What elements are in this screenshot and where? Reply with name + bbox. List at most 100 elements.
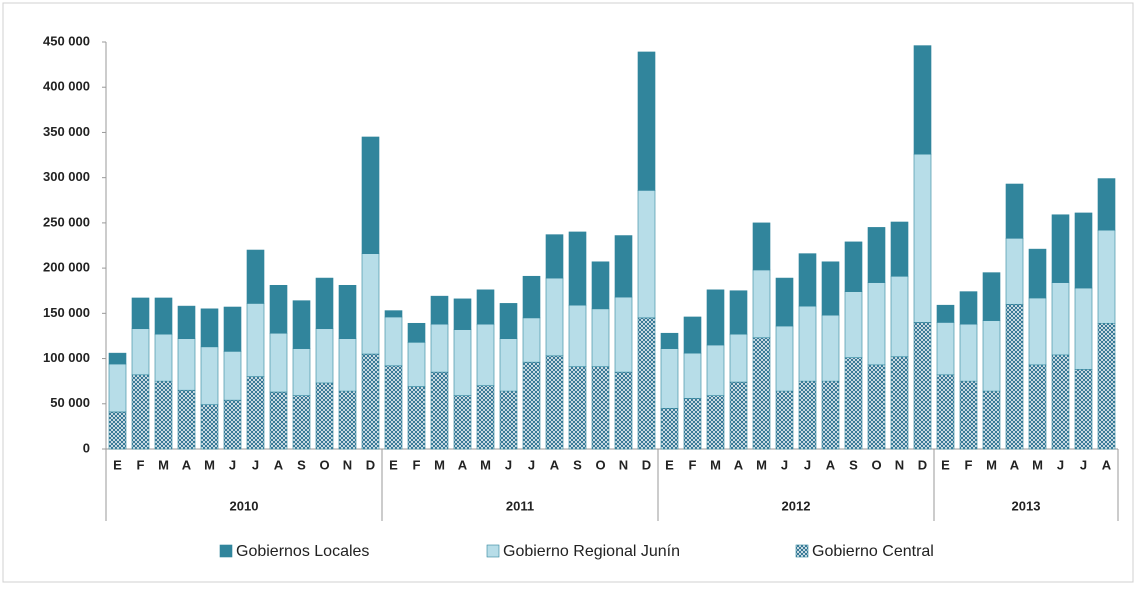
bar-segment — [430, 323, 449, 373]
bar-segment — [223, 306, 242, 352]
x-tick-label: M — [158, 457, 169, 472]
bar-segment — [729, 381, 748, 450]
bar-segment — [982, 320, 1001, 392]
y-tick-label: 150 000 — [43, 305, 90, 320]
bar-segment — [200, 404, 219, 450]
bar-segment — [821, 314, 840, 382]
bar-segment — [338, 390, 357, 450]
bar-segment — [269, 332, 288, 393]
bar-segment — [476, 323, 495, 386]
group-label: 2013 — [1012, 498, 1041, 513]
bar-segment — [522, 317, 541, 363]
bar-segment — [200, 308, 219, 348]
group-label: 2011 — [506, 498, 534, 513]
bar-segment — [1051, 282, 1070, 356]
bar-segment — [246, 303, 265, 377]
bar-segment — [637, 317, 656, 450]
bar-segment — [545, 234, 564, 279]
bar-segment — [706, 344, 725, 396]
bar-segment — [430, 295, 449, 325]
bar-segment — [683, 316, 702, 354]
y-tick-label: 300 000 — [43, 169, 90, 184]
bar-segment — [476, 385, 495, 450]
x-tick-label: J — [804, 457, 811, 472]
bar-segment — [1028, 297, 1047, 366]
bar-segment — [959, 323, 978, 382]
bar-segment — [315, 328, 334, 384]
x-tick-label: N — [619, 457, 628, 472]
bar-segment — [453, 298, 472, 330]
bar-segment — [1097, 178, 1116, 231]
bar-segment — [844, 241, 863, 292]
x-tick-label: E — [389, 457, 398, 472]
x-tick-label: A — [826, 457, 836, 472]
bar-segment — [614, 371, 633, 450]
x-tick-label: O — [871, 457, 881, 472]
bar-segment — [545, 355, 564, 450]
y-tick-label: 0 — [83, 440, 90, 455]
bar-segment — [177, 338, 196, 391]
bar-segment — [154, 333, 173, 382]
bar-segment — [867, 364, 886, 450]
bar-segment — [361, 253, 380, 355]
bar-segment — [683, 398, 702, 450]
x-tick-label: J — [781, 457, 788, 472]
bar-segment — [361, 136, 380, 254]
bar-segment — [315, 277, 334, 330]
x-tick-label: M — [1032, 457, 1043, 472]
bar-segment — [269, 391, 288, 450]
bar-segment — [1074, 369, 1093, 450]
bar-segment — [729, 333, 748, 383]
y-tick-label: 450 000 — [43, 33, 90, 48]
bar-segment — [499, 303, 518, 339]
bar-segment — [591, 366, 610, 450]
y-tick-label: 400 000 — [43, 79, 90, 94]
bar-segment — [384, 365, 403, 450]
bar-segment — [844, 357, 863, 450]
x-tick-label: J — [1080, 457, 1087, 472]
bar-segment — [568, 366, 587, 450]
bar-segment — [1097, 322, 1116, 450]
bar-segment — [154, 380, 173, 450]
bar-segment — [591, 261, 610, 310]
bar-segment — [959, 291, 978, 325]
x-tick-label: S — [297, 457, 306, 472]
bar-segment — [315, 382, 334, 450]
bar-segment — [936, 374, 955, 450]
x-tick-label: A — [458, 457, 468, 472]
bar-segment — [131, 297, 150, 330]
x-tick-label: S — [849, 457, 858, 472]
bar-segment — [660, 332, 679, 349]
x-tick-label: D — [918, 457, 927, 472]
bar-segment — [131, 374, 150, 450]
x-tick-label: E — [113, 457, 122, 472]
bar-segment — [200, 346, 219, 405]
bar-segment — [177, 305, 196, 339]
bar-segment — [407, 341, 426, 387]
bar-segment — [246, 376, 265, 450]
bar-segment — [890, 275, 909, 358]
x-tick-label: A — [1010, 457, 1020, 472]
bar-segment — [982, 272, 1001, 321]
bar-segment — [522, 361, 541, 450]
bar-segment — [982, 390, 1001, 450]
x-tick-label: A — [182, 457, 192, 472]
bar-segment — [798, 253, 817, 307]
bar-segment — [384, 310, 403, 318]
bar-segment — [430, 371, 449, 450]
bar-segment — [683, 352, 702, 399]
bar-segment — [1005, 237, 1024, 305]
bar-segment — [591, 308, 610, 367]
bar-segment — [499, 390, 518, 450]
bar-segment — [108, 363, 127, 413]
bar-segment — [292, 395, 311, 450]
bar-segment — [292, 300, 311, 349]
bar-segment — [775, 390, 794, 450]
x-tick-label: A — [734, 457, 744, 472]
bar-segment — [890, 356, 909, 450]
bar-segment — [890, 221, 909, 277]
legend-label: Gobierno Central — [812, 543, 934, 560]
bar-segment — [913, 45, 932, 155]
